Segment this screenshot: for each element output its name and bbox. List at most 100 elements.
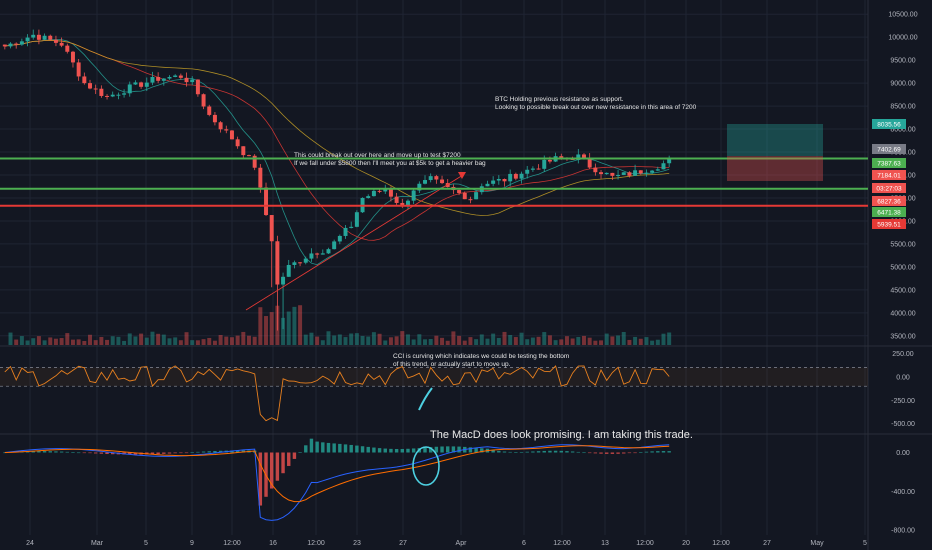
macd-hist-bar xyxy=(304,445,308,453)
volume-bar xyxy=(400,331,405,345)
macd-hist-bar xyxy=(128,452,132,455)
cci-tick-label: -500.00 xyxy=(891,421,915,428)
price-label: 7387.63 xyxy=(872,158,906,168)
price-tick-label: 10500.00 xyxy=(888,12,917,19)
macd-hist-bar xyxy=(656,451,660,453)
candle xyxy=(320,253,325,255)
price-label-box xyxy=(872,119,906,129)
volume-bar xyxy=(610,336,615,345)
volume-bar xyxy=(241,331,246,345)
macd-hist-bar xyxy=(173,452,177,454)
candle xyxy=(36,34,41,40)
price-label-box xyxy=(872,219,906,229)
volume-bar xyxy=(48,337,53,345)
volume-bar xyxy=(281,317,286,345)
candle xyxy=(411,190,416,201)
macd-hist-bar xyxy=(213,450,217,453)
volume-bar xyxy=(474,339,479,345)
volume-bar xyxy=(70,339,75,345)
annotation-line: This could break out over here and move … xyxy=(294,152,461,159)
volume-bar xyxy=(110,336,115,345)
candle xyxy=(212,114,217,123)
annotation-cci: CCI is curving which indicates we could … xyxy=(393,353,569,368)
macd-hist-bar xyxy=(37,450,41,453)
volume-bar xyxy=(633,336,638,345)
macd-hist-bar xyxy=(179,452,183,454)
volume-bar xyxy=(354,333,359,345)
candle xyxy=(621,172,626,175)
price-label: 7184.01 xyxy=(872,170,906,180)
volume-bar xyxy=(42,340,47,345)
volume-bar xyxy=(627,339,632,345)
x-tick-label: 27 xyxy=(399,540,407,547)
candle xyxy=(587,158,592,168)
candle xyxy=(638,170,643,174)
candle xyxy=(184,77,189,83)
candle xyxy=(502,178,507,182)
macd-hist-bar xyxy=(434,446,439,453)
macd-hist-bar xyxy=(42,451,47,453)
candle xyxy=(559,156,564,158)
volume-bar xyxy=(252,336,257,345)
candle xyxy=(207,106,212,115)
volume-bar xyxy=(553,340,558,345)
macd-hist-bar xyxy=(207,451,211,453)
macd-hist-bar xyxy=(360,446,365,453)
macd-hist-bar xyxy=(133,452,138,455)
candle xyxy=(337,235,342,242)
volume-bar xyxy=(31,338,36,345)
candle xyxy=(309,253,314,259)
volume-bar xyxy=(661,333,666,345)
volume-bar xyxy=(667,332,672,345)
price-tick-label: 10000.00 xyxy=(888,35,917,42)
volume-bar xyxy=(479,334,484,345)
candle xyxy=(371,190,376,197)
x-tick-label: Apr xyxy=(456,540,468,547)
volume-bar xyxy=(496,337,501,345)
volume-bar xyxy=(616,335,621,345)
price-tick-label: 8500.00 xyxy=(890,104,915,111)
volume-bar xyxy=(178,340,183,345)
volume-bar xyxy=(332,335,337,345)
volume-bar xyxy=(468,337,473,345)
annotation-line: Looking to possible break out over new r… xyxy=(495,103,697,111)
x-tick-label: May xyxy=(810,540,824,547)
price-label: 8035.56 xyxy=(872,119,906,129)
macd-hist-bar xyxy=(423,447,427,453)
annotation-btc-holding: BTC Holding previous resistance as suppo… xyxy=(495,96,696,111)
macd-hist-bar xyxy=(196,451,200,453)
volume-bar xyxy=(127,333,132,345)
volume-bar xyxy=(547,335,552,345)
candle xyxy=(178,75,183,78)
candle xyxy=(195,79,200,95)
macd-hist-bar xyxy=(599,452,603,454)
candle xyxy=(241,146,246,156)
macd-hist-bar xyxy=(167,452,172,454)
volume-bar xyxy=(650,340,655,345)
candle xyxy=(388,189,393,197)
annotation-break-out: This could break out over here and move … xyxy=(294,152,486,167)
position-stop-box xyxy=(727,156,823,181)
volume-bar xyxy=(366,336,371,345)
candle xyxy=(275,241,280,285)
volume-bar xyxy=(582,335,586,345)
candle xyxy=(14,43,19,45)
candle xyxy=(110,94,115,97)
macd-hist-bar xyxy=(275,452,280,481)
macd-hist-bar xyxy=(519,451,524,453)
candle xyxy=(25,37,30,42)
macd-hist-bar xyxy=(65,451,69,453)
cci-line xyxy=(4,365,670,422)
candle xyxy=(428,176,433,181)
volume-bar xyxy=(451,331,456,345)
volume-bar xyxy=(320,340,325,345)
candle xyxy=(536,168,541,170)
candle xyxy=(366,196,371,199)
price-label-box xyxy=(872,170,906,180)
macd-hist-bar xyxy=(411,448,416,453)
price-tick-label: 5500.00 xyxy=(890,241,915,248)
macd-hist-bar xyxy=(201,451,206,453)
candle xyxy=(661,163,666,170)
volume-bar xyxy=(8,332,13,345)
candle xyxy=(655,169,660,171)
